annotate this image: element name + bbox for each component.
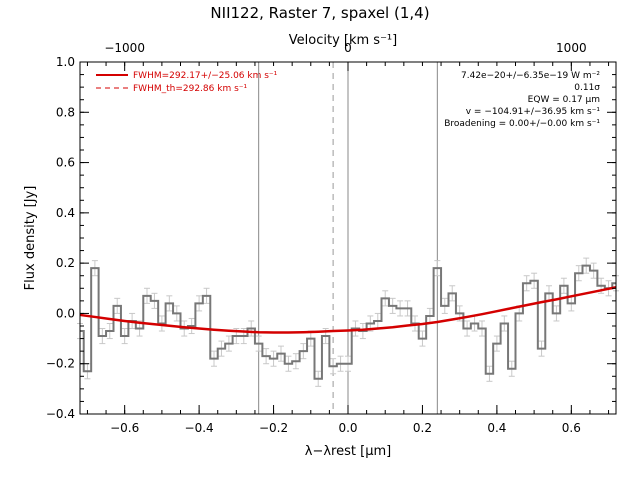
x-tick-label: −0.4	[185, 421, 214, 435]
spectrum-steps	[80, 264, 616, 380]
annotations: 7.42e−20+/−6.35e−19 W m⁻² 0.11σ EQW = 0.…	[444, 71, 600, 129]
x-tick-label: 0.2	[413, 421, 432, 435]
y-axis-title: Flux density [Jy]	[23, 186, 38, 291]
y-tick-label: 0.6	[56, 156, 75, 170]
x-tick-label: −0.2	[259, 421, 288, 435]
y-tick-label: 0.4	[56, 206, 75, 220]
top-tick-label: −1000	[104, 41, 145, 55]
x-tick-label: 0.6	[562, 421, 581, 435]
x-tick-label: 0.4	[487, 421, 506, 435]
legend: FWHM=292.17+/−25.06 km s⁻¹ FWHM_th=292.8…	[96, 71, 278, 94]
y-tick-label: 1.0	[56, 55, 75, 69]
chart-title: NII122, Raster 7, spaxel (1,4)	[210, 4, 429, 22]
x-axis-title: λ−λrest [μm]	[305, 444, 391, 459]
y-tick-label: −0.4	[46, 407, 75, 421]
top-axis-title: Velocity [km s⁻¹]	[289, 33, 397, 48]
legend-label-fit: FWHM=292.17+/−25.06 km s⁻¹	[133, 71, 278, 81]
y-tick-label: −0.2	[46, 357, 75, 371]
annotation-sigma: 0.11σ	[574, 83, 600, 93]
top-tick-label: 1000	[556, 41, 587, 55]
plot-area: −0.6 −0.4 −0.2 0.0 0.2 0.4 0.6 −0.4 −0.2 0.0 0.2 0.…	[46, 41, 619, 435]
annotation-broadening: Broadening = 0.00+/−0.00 km s⁻¹	[444, 119, 600, 129]
x-tick-label: −0.6	[110, 421, 139, 435]
top-tick-label: 0	[344, 41, 352, 55]
fit-curve	[79, 286, 617, 334]
annotation-velocity: v = −104.91+/−36.95 km s⁻¹	[466, 107, 601, 117]
y-tick-label: 0.2	[56, 256, 75, 270]
legend-label-theoretical: FWHM_th=292.86 km s⁻¹	[133, 84, 248, 94]
x-tick-label: 0.0	[338, 421, 357, 435]
annotation-eqw: EQW = 0.17 μm	[528, 95, 600, 105]
y-tick-label: 0.8	[56, 105, 75, 119]
y-tick-label: 0.0	[56, 306, 75, 320]
annotation-flux: 7.42e−20+/−6.35e−19 W m⁻²	[461, 71, 600, 81]
